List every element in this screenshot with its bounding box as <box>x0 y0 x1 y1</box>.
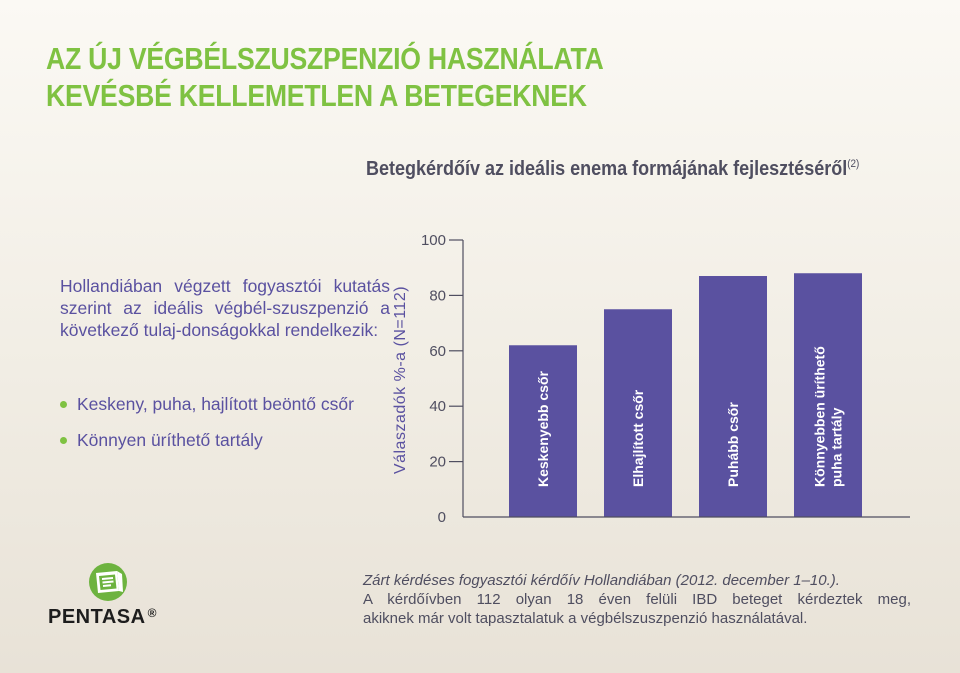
bar <box>699 276 767 517</box>
feature-item-spout: Keskeny, puha, hajlított beöntő csőr <box>60 393 360 415</box>
feature-label: Könnyen üríthető tartály <box>77 430 263 450</box>
footnote: Zárt kérdéses fogyasztói kérdőív Holland… <box>363 571 911 628</box>
y-axis: 0 20 40 60 80 100 <box>421 232 464 526</box>
bar-label: puha tartály <box>829 407 845 487</box>
bar-label: Könnyebben üríthető <box>812 346 828 487</box>
subtitle-reference: (2) <box>847 158 860 170</box>
y-tick-label: 100 <box>421 232 446 249</box>
title-line-2: KEVÉSBÉ KELLEMETLEN A BETEGEKNEK <box>46 78 587 113</box>
y-tick-label: 80 <box>429 287 446 304</box>
bar-group: Puhább csőr <box>699 276 767 517</box>
feature-list: Keskeny, puha, hajlított beöntő csőr Kön… <box>60 393 360 465</box>
footnote-line-2: A kérdőívben 112 olyan 18 éven felüli IB… <box>363 591 911 608</box>
bar-group: Keskenyebb csőr <box>509 345 577 517</box>
feature-label: Keskeny, puha, hajlított beöntő csőr <box>77 394 354 414</box>
bars: Keskenyebb csőr Elhajlított csőr Puhább cs… <box>509 273 862 517</box>
brand-name: PENTASA ® <box>48 606 157 629</box>
subtitle-text: Betegkérdőív az ideális enema formájának… <box>366 158 848 180</box>
y-tick-label: 40 <box>429 398 446 415</box>
title-line-1: AZ ÚJ VÉGBÉLSZUSZPENZIÓ HASZNÁLATA <box>46 41 604 76</box>
bullet-dot-icon <box>60 437 67 444</box>
brand-text: PENTASA <box>48 606 146 628</box>
bar-group: Könnyebben üríthető puha tartály <box>794 273 862 517</box>
bar <box>794 273 862 517</box>
feature-item-container: Könnyen üríthető tartály <box>60 429 360 451</box>
page-title: AZ ÚJ VÉGBÉLSZUSZPENZIÓ HASZNÁLATA KEVÉS… <box>46 40 604 114</box>
bar <box>509 345 577 517</box>
y-tick-label: 60 <box>429 343 446 360</box>
intro-text: Hollandiában végzett fogyasztói kutatás … <box>60 276 390 340</box>
bar-group: Elhajlított csőr <box>604 309 672 517</box>
pentasa-box-icon <box>89 563 127 601</box>
y-tick-label: 0 <box>438 509 446 526</box>
y-tick-label: 20 <box>429 454 446 471</box>
bar-label: Keskenyebb csőr <box>535 371 551 487</box>
footnote-line-1: Zárt kérdéses fogyasztói kérdőív Holland… <box>363 572 840 589</box>
bar <box>604 309 672 517</box>
chart-subtitle: Betegkérdőív az ideális enema formájának… <box>366 158 859 181</box>
registered-mark: ® <box>147 606 157 620</box>
bar-label: Puhább csőr <box>725 402 741 487</box>
footnote-line-3: akiknek már volt tapasztalatuk a végbéls… <box>363 610 808 627</box>
pentasa-logo: PENTASA ® <box>48 562 188 632</box>
bar-label: Elhajlított csőr <box>630 389 646 487</box>
bullet-dot-icon <box>60 401 67 408</box>
y-axis-label: Válaszadók %-a (N=112) <box>392 286 409 474</box>
